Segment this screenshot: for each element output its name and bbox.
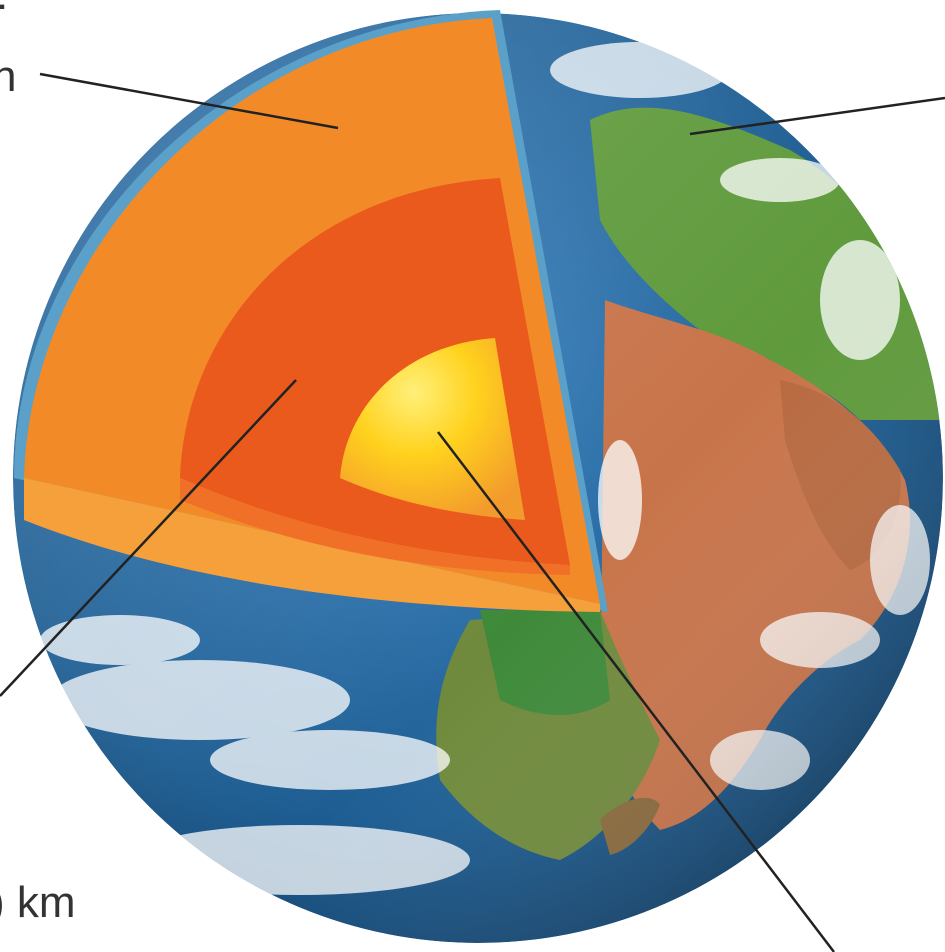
leader-lines: [0, 72, 945, 952]
mantle-lower-face: [24, 478, 600, 612]
inner-core-layer: [340, 338, 525, 520]
mantle-leader-line: [39, 72, 339, 130]
inner-core-leader-line: [437, 431, 835, 952]
outer-core-face: [180, 478, 570, 575]
top-left-label-fragment: :: [0, 0, 8, 20]
mantle-label-fragment: n: [0, 52, 17, 101]
outer-core-leader-line: [0, 379, 297, 697]
crust-leader-line: [689, 96, 945, 136]
bottom-left-label-fragment: ) km: [0, 878, 76, 927]
